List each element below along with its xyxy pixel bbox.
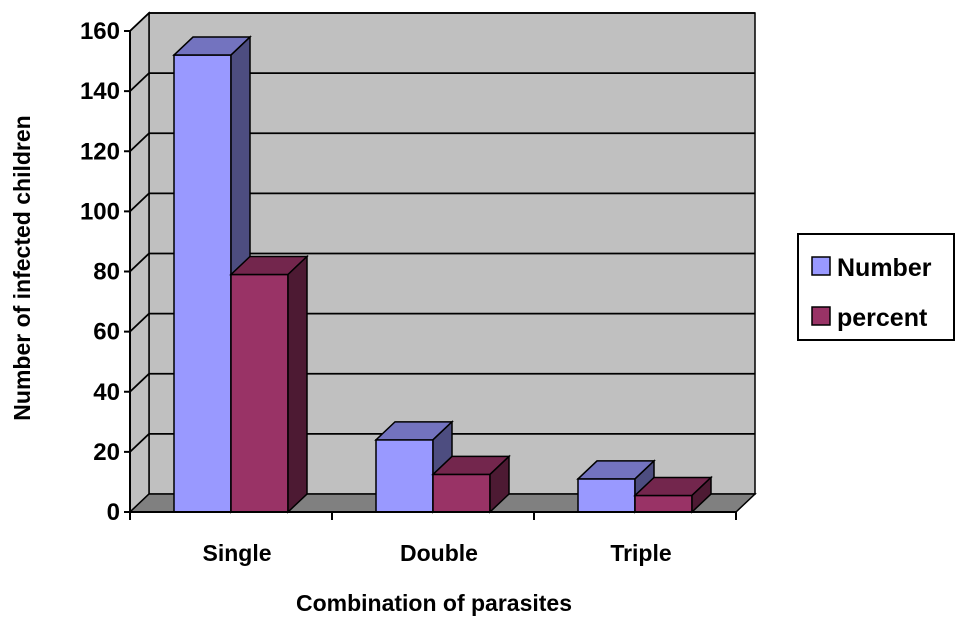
y-axis-title: Number of infected children [9,115,35,420]
legend-swatch-number [811,256,831,276]
y-tick-label: 80 [93,259,120,286]
gridline-side [129,252,150,273]
gridline-side [129,433,150,453]
tick-labels: 0 20 40 60 80 100 120 140 160 Single Double Triple [80,18,672,566]
y-tick-label: 40 [93,379,120,406]
gridline-side [129,72,150,92]
bar-side [691,475,712,514]
y-tick-label: 120 [80,138,120,165]
legend-label-percent: percent [837,304,928,332]
y-tick-label: 160 [80,18,120,45]
gridline-side [129,312,150,333]
axes [124,30,737,520]
bar-front [375,439,434,513]
x-category-label: Double [400,540,478,566]
y-tick-label: 60 [93,319,120,346]
y-tick-label: 140 [80,78,120,105]
x-axis-title: Combination of parasites [296,590,572,616]
bar-front [173,54,232,513]
gridline-side [129,132,150,152]
gridline-side [129,192,150,213]
legend-label-number: Number [837,254,932,282]
bar-percent-double [431,454,511,514]
gridline-side [129,12,150,32]
y-tick-label: 100 [80,198,120,225]
bar-front [634,494,693,513]
gridline-side [129,373,150,393]
bar-front [432,473,491,513]
bar-percent-single [229,254,309,514]
x-category-label: Triple [610,540,671,566]
legend: Number percent [797,233,955,341]
y-tick-label: 20 [93,439,120,466]
bar-front [577,478,636,513]
bar-side [489,454,510,514]
bars [172,35,713,514]
x-category-label: Single [202,540,271,566]
y-tick-label: 0 [107,499,120,526]
bar-side [287,254,308,514]
legend-swatch-percent [811,306,831,326]
bar-front [230,273,289,513]
